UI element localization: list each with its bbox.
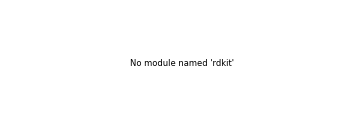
Text: No module named 'rdkit': No module named 'rdkit' [130, 59, 235, 68]
